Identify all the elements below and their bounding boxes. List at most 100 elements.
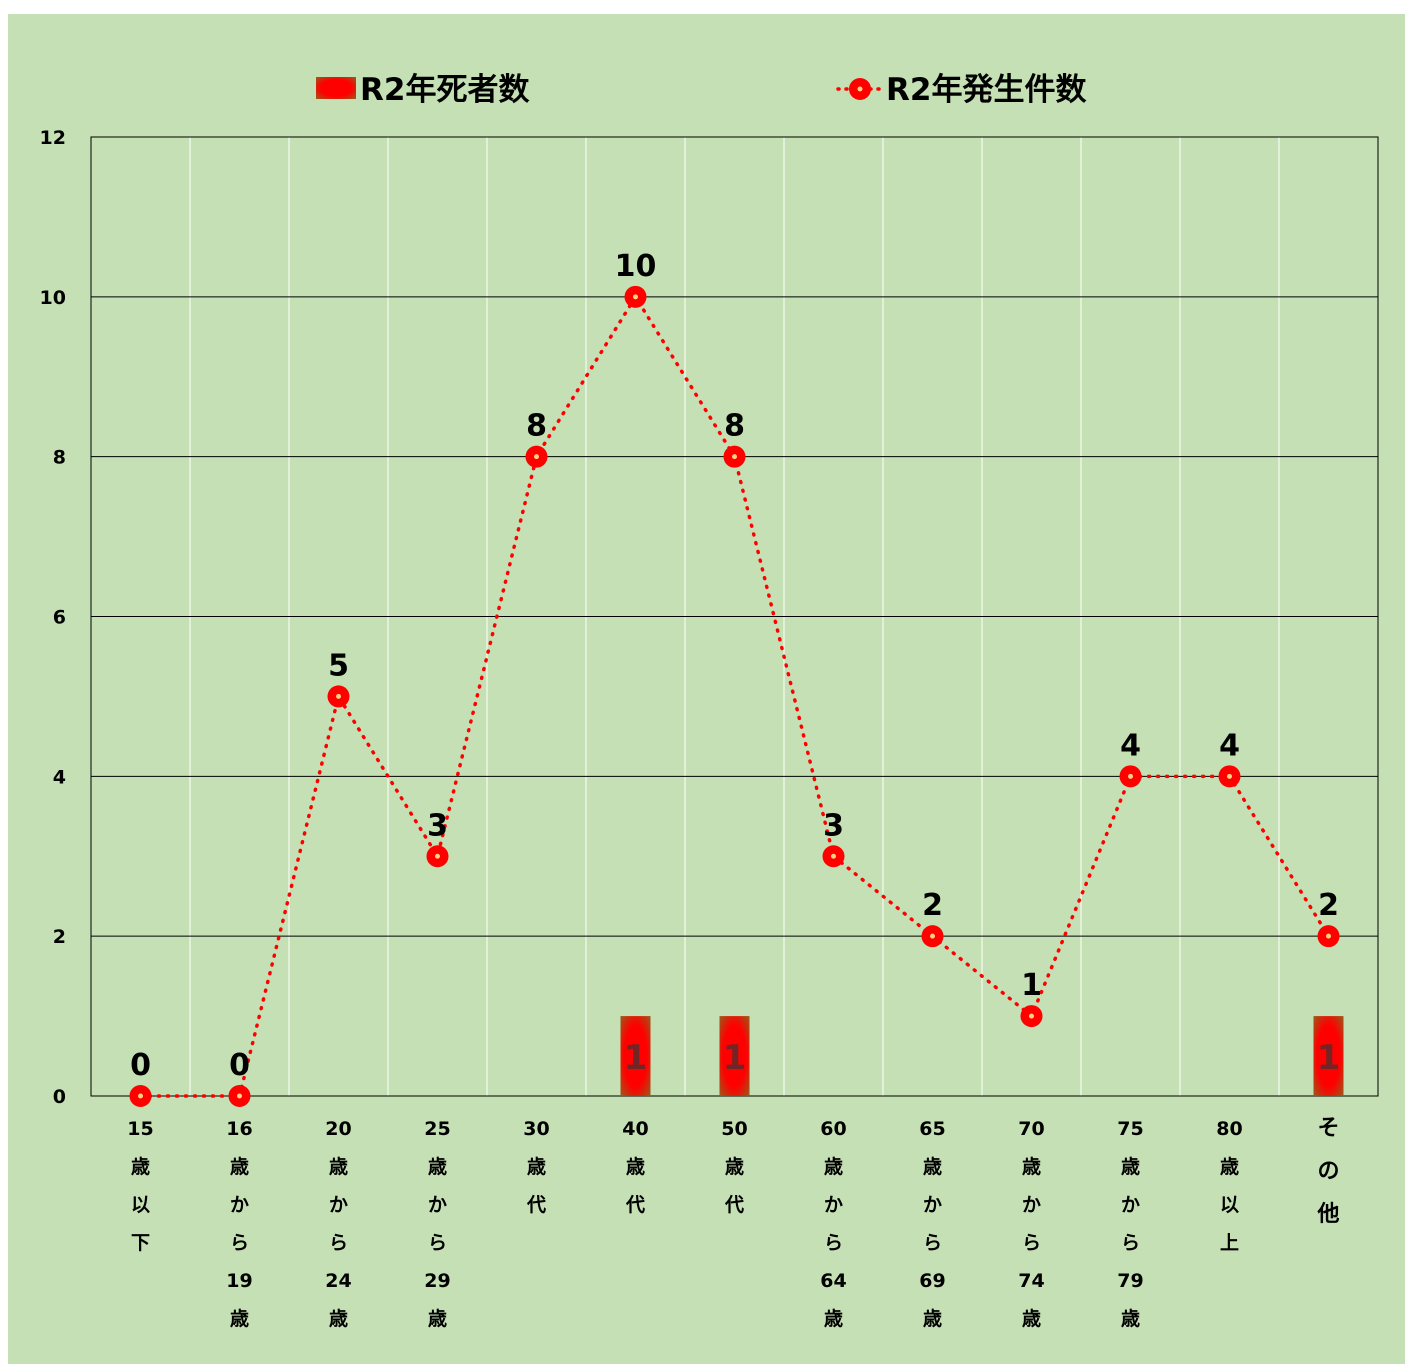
x-category-label: ら — [329, 1232, 348, 1254]
data-point-center — [1326, 933, 1331, 939]
x-category-label: 歳 — [230, 1308, 249, 1330]
legend-line-label: R2年発生件数 — [886, 72, 1086, 108]
data-point-center — [435, 853, 440, 859]
x-category-label: 80 — [1216, 1118, 1242, 1140]
line-data-label: 5 — [328, 648, 349, 683]
data-point-center — [237, 1093, 242, 1099]
bar-data-label: 1 — [624, 1038, 648, 1078]
x-category-label: 60 — [820, 1118, 846, 1140]
x-category-label: 30 — [523, 1118, 549, 1140]
x-category-label: 64 — [820, 1270, 846, 1292]
x-category-label: ら — [1121, 1232, 1140, 1254]
y-tick-label: 0 — [53, 1086, 66, 1108]
x-category-label: か — [1121, 1194, 1140, 1216]
data-point-center — [534, 454, 539, 460]
legend-bar-swatch — [316, 77, 356, 99]
x-category-label: 歳 — [824, 1156, 843, 1178]
x-category-label: か — [1022, 1194, 1041, 1216]
x-category-label: 代 — [625, 1194, 645, 1216]
x-category-label: そ — [1317, 1116, 1339, 1141]
data-point-center — [732, 454, 737, 460]
x-category-label: 代 — [724, 1194, 744, 1216]
bar — [1313, 1016, 1344, 1096]
x-category-label: の — [1317, 1159, 1339, 1184]
y-tick-label: 10 — [40, 287, 66, 309]
x-category-label: 15 — [127, 1118, 153, 1140]
x-category-label: 歳 — [923, 1156, 942, 1178]
x-category-label: 他 — [1316, 1202, 1339, 1227]
line-data-label: 2 — [1318, 888, 1339, 923]
x-category-label: か — [230, 1194, 249, 1216]
data-point-center — [1128, 773, 1133, 779]
bar-series: 1 1 1 — [620, 1016, 1344, 1096]
legend-marker-center — [857, 86, 863, 92]
x-category-label: 上 — [1220, 1232, 1239, 1254]
line-data-label: 8 — [526, 409, 547, 444]
x-category-label: 歳 — [1121, 1156, 1140, 1178]
bar — [620, 1016, 651, 1096]
x-category-label: か — [923, 1194, 942, 1216]
x-category-label: 40 — [622, 1118, 648, 1140]
data-point-center — [1029, 1013, 1034, 1019]
line-data-label: 3 — [427, 808, 448, 843]
x-category-label: か — [824, 1194, 843, 1216]
x-category-label: 歳 — [1121, 1308, 1140, 1330]
x-category-label: 歳 — [131, 1156, 150, 1178]
line-data-label: 3 — [823, 808, 844, 843]
data-point-center — [930, 933, 935, 939]
bar-data-label: 1 — [723, 1038, 747, 1078]
x-category-label: 代 — [526, 1194, 546, 1216]
x-category-label: 歳 — [428, 1308, 447, 1330]
line-data-label: 10 — [615, 249, 657, 284]
x-category-label: か — [428, 1194, 447, 1216]
x-category-label: 50 — [721, 1118, 747, 1140]
x-category-label: 歳 — [428, 1156, 447, 1178]
line-data-label: 0 — [229, 1048, 250, 1083]
line-data-label: 8 — [724, 409, 745, 444]
y-tick-label: 2 — [53, 926, 66, 948]
x-category-label: 16 — [226, 1118, 252, 1140]
x-category-label: 以 — [131, 1194, 150, 1216]
legend-bar-label: R2年死者数 — [360, 72, 529, 108]
x-category-label: 歳 — [230, 1156, 249, 1178]
legend: R2年死者数 R2年発生件数 — [316, 72, 1086, 108]
x-category-label: 20 — [325, 1118, 351, 1140]
x-category-label: 歳 — [1220, 1156, 1239, 1178]
x-category-label: 19 — [226, 1270, 252, 1292]
y-tick-label: 12 — [40, 127, 66, 149]
x-category-label: 29 — [424, 1270, 450, 1292]
x-category-label: 65 — [919, 1118, 945, 1140]
y-tick-label: 6 — [53, 607, 66, 629]
x-category-label: ら — [923, 1232, 942, 1254]
x-category-label: 下 — [131, 1232, 150, 1254]
line-data-label: 4 — [1120, 728, 1141, 763]
x-category-label: 24 — [325, 1270, 351, 1292]
gridlines — [90, 136, 1379, 1097]
x-category-label: か — [329, 1194, 348, 1216]
line-data-label: 4 — [1219, 728, 1240, 763]
x-category-label: 歳 — [527, 1156, 546, 1178]
x-category-label: 69 — [919, 1270, 945, 1292]
x-category-label: ら — [230, 1232, 249, 1254]
x-category-label: 歳 — [923, 1308, 942, 1330]
x-axis: 15歳以下16歳から19歳20歳から24歳25歳から29歳30歳代40歳代50歳… — [127, 1116, 1339, 1330]
x-category-label: 75 — [1117, 1118, 1143, 1140]
data-point-center — [138, 1093, 143, 1099]
x-category-label: 25 — [424, 1118, 450, 1140]
x-category-label: 歳 — [725, 1156, 744, 1178]
y-axis: 0 2 4 6 8 10 12 — [40, 127, 66, 1108]
x-category-label: 歳 — [329, 1156, 348, 1178]
line-data-label: 2 — [922, 888, 943, 923]
line-data-label: 1 — [1021, 968, 1042, 1003]
x-category-label: 歳 — [1022, 1156, 1041, 1178]
data-point-center — [336, 693, 341, 699]
x-category-label: 79 — [1117, 1270, 1143, 1292]
x-category-label: 以 — [1220, 1194, 1239, 1216]
data-point-center — [633, 294, 638, 300]
x-category-label: ら — [428, 1232, 447, 1254]
x-category-label: 歳 — [329, 1308, 348, 1330]
x-category-label: 歳 — [626, 1156, 645, 1178]
x-category-label: 歳 — [824, 1308, 843, 1330]
